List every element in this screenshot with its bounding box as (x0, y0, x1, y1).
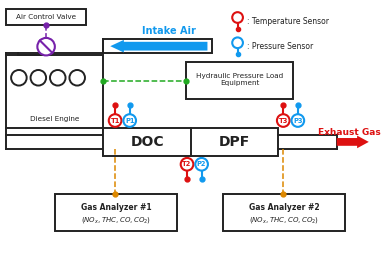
Text: Exhaust Gas: Exhaust Gas (318, 128, 381, 137)
Text: Air Control Valve: Air Control Valve (16, 14, 76, 20)
FancyArrow shape (337, 136, 369, 148)
Text: DPF: DPF (219, 135, 250, 149)
Text: Diesel Engine: Diesel Engine (30, 116, 80, 121)
Text: $(NO_x, THC, CO, CO_2)$: $(NO_x, THC, CO, CO_2)$ (81, 215, 151, 225)
Circle shape (232, 38, 243, 48)
Text: $(NO_x, THC, CO, CO_2)$: $(NO_x, THC, CO, CO_2)$ (249, 215, 319, 225)
Text: : Temperature Sensor: : Temperature Sensor (247, 17, 329, 26)
Circle shape (232, 12, 243, 23)
Bar (103, 128, 278, 155)
Circle shape (181, 158, 194, 171)
Text: T3: T3 (279, 118, 288, 123)
Text: Intake Air: Intake Air (142, 26, 195, 36)
Circle shape (109, 114, 122, 127)
Bar (6, 9, 86, 25)
Circle shape (69, 70, 85, 86)
Circle shape (291, 114, 304, 127)
FancyArrow shape (110, 40, 207, 53)
Text: Hydraulic Pressure Load
Equipment: Hydraulic Pressure Load Equipment (196, 73, 283, 86)
Bar (103, 39, 212, 53)
Text: T1: T1 (110, 118, 120, 123)
Bar (186, 62, 293, 99)
Bar (55, 194, 177, 231)
Text: P1: P1 (125, 118, 134, 123)
Circle shape (123, 114, 136, 127)
Text: T2: T2 (182, 161, 192, 167)
Bar (223, 194, 346, 231)
Circle shape (50, 70, 65, 86)
Text: DOC: DOC (130, 135, 164, 149)
Circle shape (277, 114, 289, 127)
Text: P2: P2 (197, 161, 206, 167)
Text: P3: P3 (293, 118, 303, 123)
Text: : Pressure Sensor: : Pressure Sensor (247, 42, 313, 51)
Circle shape (38, 38, 55, 55)
Circle shape (195, 158, 208, 171)
Text: Gas Analyzer #1: Gas Analyzer #1 (81, 203, 151, 212)
Circle shape (31, 70, 46, 86)
Circle shape (11, 70, 27, 86)
Text: Gas Analyzer #2: Gas Analyzer #2 (249, 203, 320, 212)
Bar (6, 55, 103, 128)
